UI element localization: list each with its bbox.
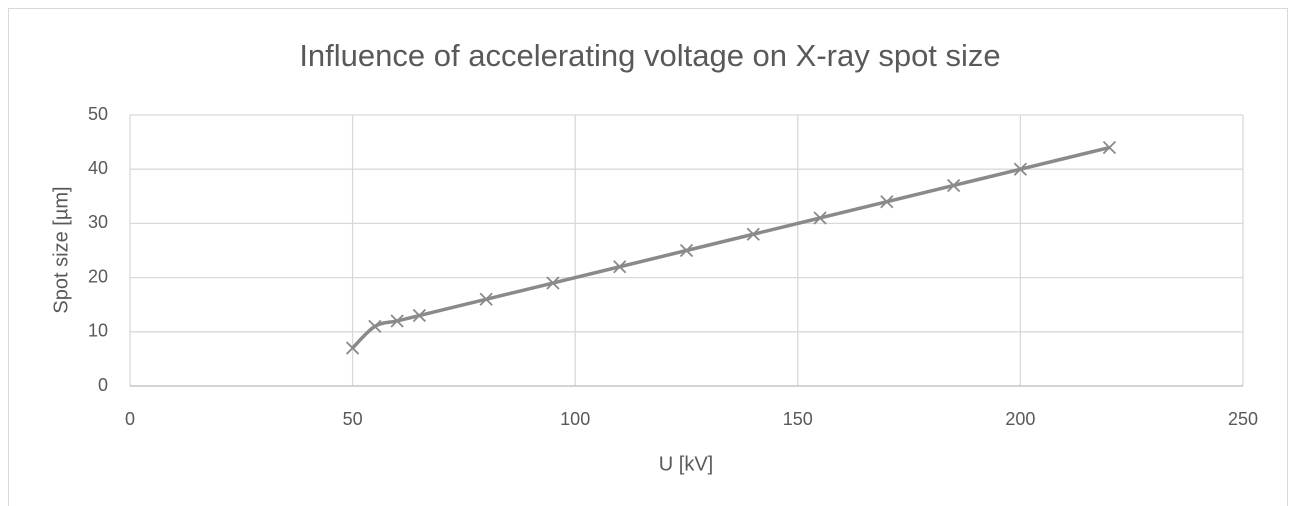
chart-frame	[8, 8, 1288, 506]
marker	[1102, 140, 1117, 155]
y-tick-label: 10	[88, 321, 108, 341]
marker	[613, 260, 627, 274]
y-axis-label: Spot size [µm]	[50, 186, 72, 313]
marker	[1013, 162, 1028, 176]
marker	[479, 292, 493, 306]
x-tick-label: 0	[125, 409, 135, 429]
marker	[746, 227, 760, 241]
chart-title: Influence of accelerating voltage on X-r…	[299, 38, 1000, 73]
marker	[813, 211, 827, 225]
x-tick-label: 150	[783, 409, 813, 429]
y-tick-label: 20	[88, 266, 108, 286]
marker	[946, 178, 961, 193]
marker	[368, 319, 382, 334]
x-tick-label: 250	[1228, 409, 1258, 429]
marker	[546, 276, 560, 290]
marker	[345, 341, 360, 355]
marker	[390, 314, 404, 328]
y-tick-label: 50	[88, 104, 108, 124]
y-tick-label: 30	[88, 212, 108, 232]
marker	[679, 243, 694, 258]
y-tick-label: 0	[98, 375, 108, 395]
marker	[412, 308, 427, 323]
x-tick-label: 50	[343, 409, 363, 429]
x-tick-label: 100	[560, 409, 590, 429]
y-tick-label: 40	[88, 158, 108, 178]
x-axis-label: U [kV]	[659, 453, 713, 475]
marker	[880, 195, 894, 209]
x-tick-label: 200	[1005, 409, 1035, 429]
